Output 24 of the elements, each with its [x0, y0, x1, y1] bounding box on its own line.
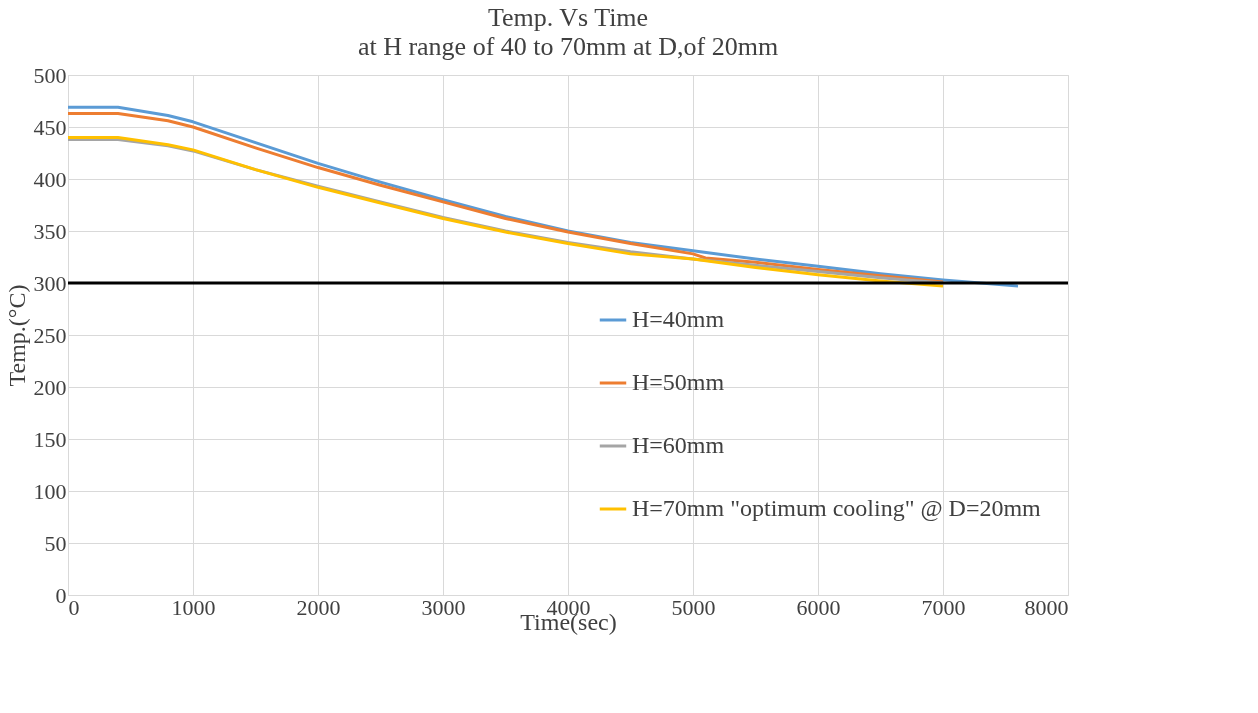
legend-label: H=40mm: [632, 306, 725, 332]
y-tick-label: 250: [33, 322, 67, 348]
x-tick-label: 5000: [671, 594, 716, 620]
x-tick-label: 7000: [921, 594, 966, 620]
y-tick-label: 200: [33, 374, 67, 400]
x-tick-label: 1000: [171, 594, 216, 620]
legend-label: H=50mm: [632, 369, 725, 395]
chart-subtitle: at H range of 40 to 70mm at D,of 20mm: [357, 32, 779, 61]
y-tick-label: 400: [33, 166, 67, 192]
y-tick-label: 500: [33, 62, 67, 88]
y-tick-label: 50: [44, 530, 67, 556]
x-tick-label: 6000: [796, 594, 841, 620]
y-tick-label: 300: [33, 270, 67, 296]
y-tick-label: 100: [33, 478, 67, 504]
legend-label: H=60mm: [632, 432, 725, 458]
x-tick-label: 8000: [1024, 594, 1069, 620]
chart-title: Temp. Vs Time: [487, 3, 649, 32]
y-tick-label: 450: [33, 114, 67, 140]
y-tick-label: 150: [33, 426, 67, 452]
legend-label: H=70mm "optimum cooling" @ D=20mm: [632, 495, 1042, 521]
y-axis-title: Temp.(°C): [3, 284, 30, 387]
y-tick-label: 350: [33, 218, 67, 244]
x-tick-label: 3000: [421, 594, 466, 620]
x-tick-label: 2000: [296, 594, 341, 620]
